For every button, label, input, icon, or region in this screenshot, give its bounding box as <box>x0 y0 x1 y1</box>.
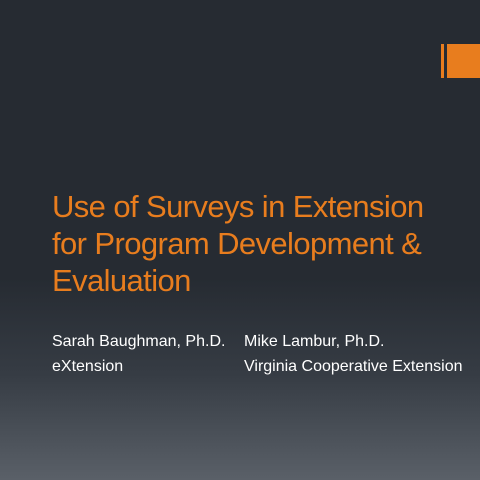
author-mike-lambur: Mike Lambur, Ph.D. Virginia Cooperative … <box>244 329 463 379</box>
author-affiliation: Virginia Cooperative Extension <box>244 358 463 375</box>
accent-bar-thin <box>441 44 444 78</box>
author-name: Sarah Baughman, Ph.D. <box>52 333 226 350</box>
title-line-3: Evaluation <box>52 263 191 298</box>
author-name: Mike Lambur, Ph.D. <box>244 333 385 350</box>
slide-title: Use of Surveys in Extension for Program … <box>52 188 462 299</box>
title-line-1: Use of Surveys in Extension <box>52 189 424 224</box>
author-sarah-baughman: Sarah Baughman, Ph.D. eXtension <box>52 329 225 379</box>
accent-bar-thick <box>447 44 480 78</box>
title-line-2: for Program Development & <box>52 226 422 261</box>
author-affiliation: eXtension <box>52 358 124 375</box>
